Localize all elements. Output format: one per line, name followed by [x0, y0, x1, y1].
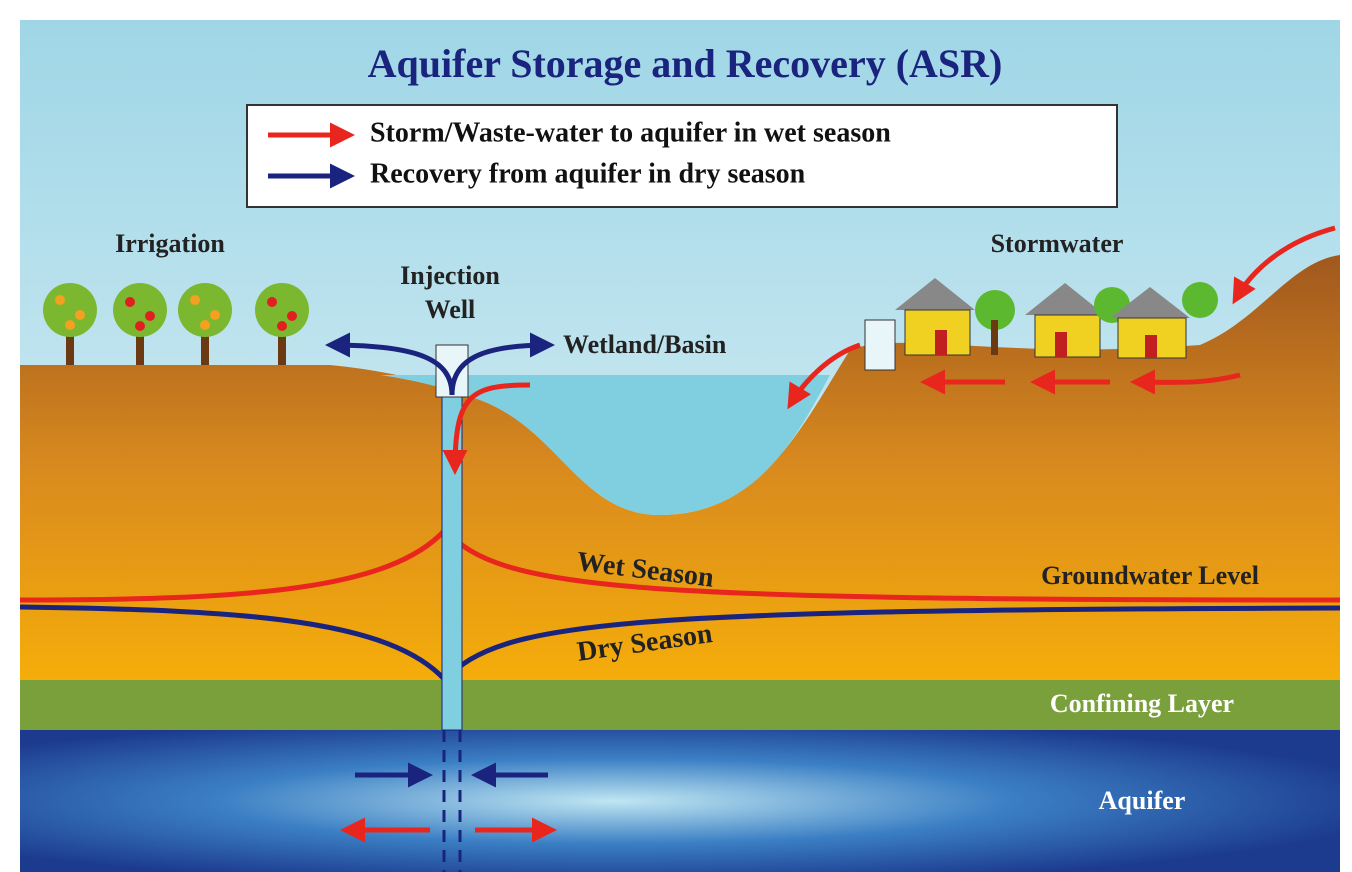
legend-label: Storm/Waste-water to aquifer in wet seas… [370, 117, 891, 148]
title: Aquifer Storage and Recovery (ASR) [368, 41, 1003, 86]
legend-label: Recovery from aquifer in dry season [370, 158, 806, 189]
label: Irrigation [115, 229, 225, 258]
label: Well [425, 295, 476, 324]
label: Groundwater Level [1041, 561, 1259, 590]
label: Confining Layer [1050, 689, 1234, 718]
label: Wetland/Basin [563, 330, 727, 359]
label: Injection [400, 261, 500, 290]
label: Aquifer [1099, 786, 1186, 815]
page: Aquifer Storage and Recovery (ASR) Storm… [0, 0, 1352, 872]
label: Stormwater [991, 229, 1124, 258]
diagram: Aquifer Storage and Recovery (ASR) Storm… [0, 0, 1352, 872]
